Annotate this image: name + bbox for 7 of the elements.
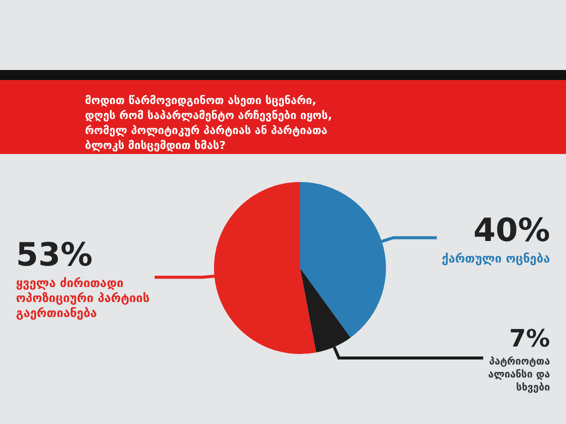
slice-label: ქართული ოცნება xyxy=(442,252,550,266)
data-label: 7% xyxy=(509,324,550,352)
slice-label: პატრიოტთა ალიანსი და სხვები xyxy=(488,355,550,394)
slice-label: ყველა ძირითადი ოპოზიციური პარტიის გაერთიანება xyxy=(16,276,150,320)
chart-title: მოდით წარმოვიდგინოთ ასეთი სცენარი, დღეს რომ საპარლამენტო არჩევნები იყოს, რომელ პოლიტიკურ პარტიას ან პარტიათა ბლოკს მისცემდით ხმას? xyxy=(85,94,336,152)
data-label: 53% xyxy=(16,236,93,274)
data-label: 40% xyxy=(473,211,550,250)
